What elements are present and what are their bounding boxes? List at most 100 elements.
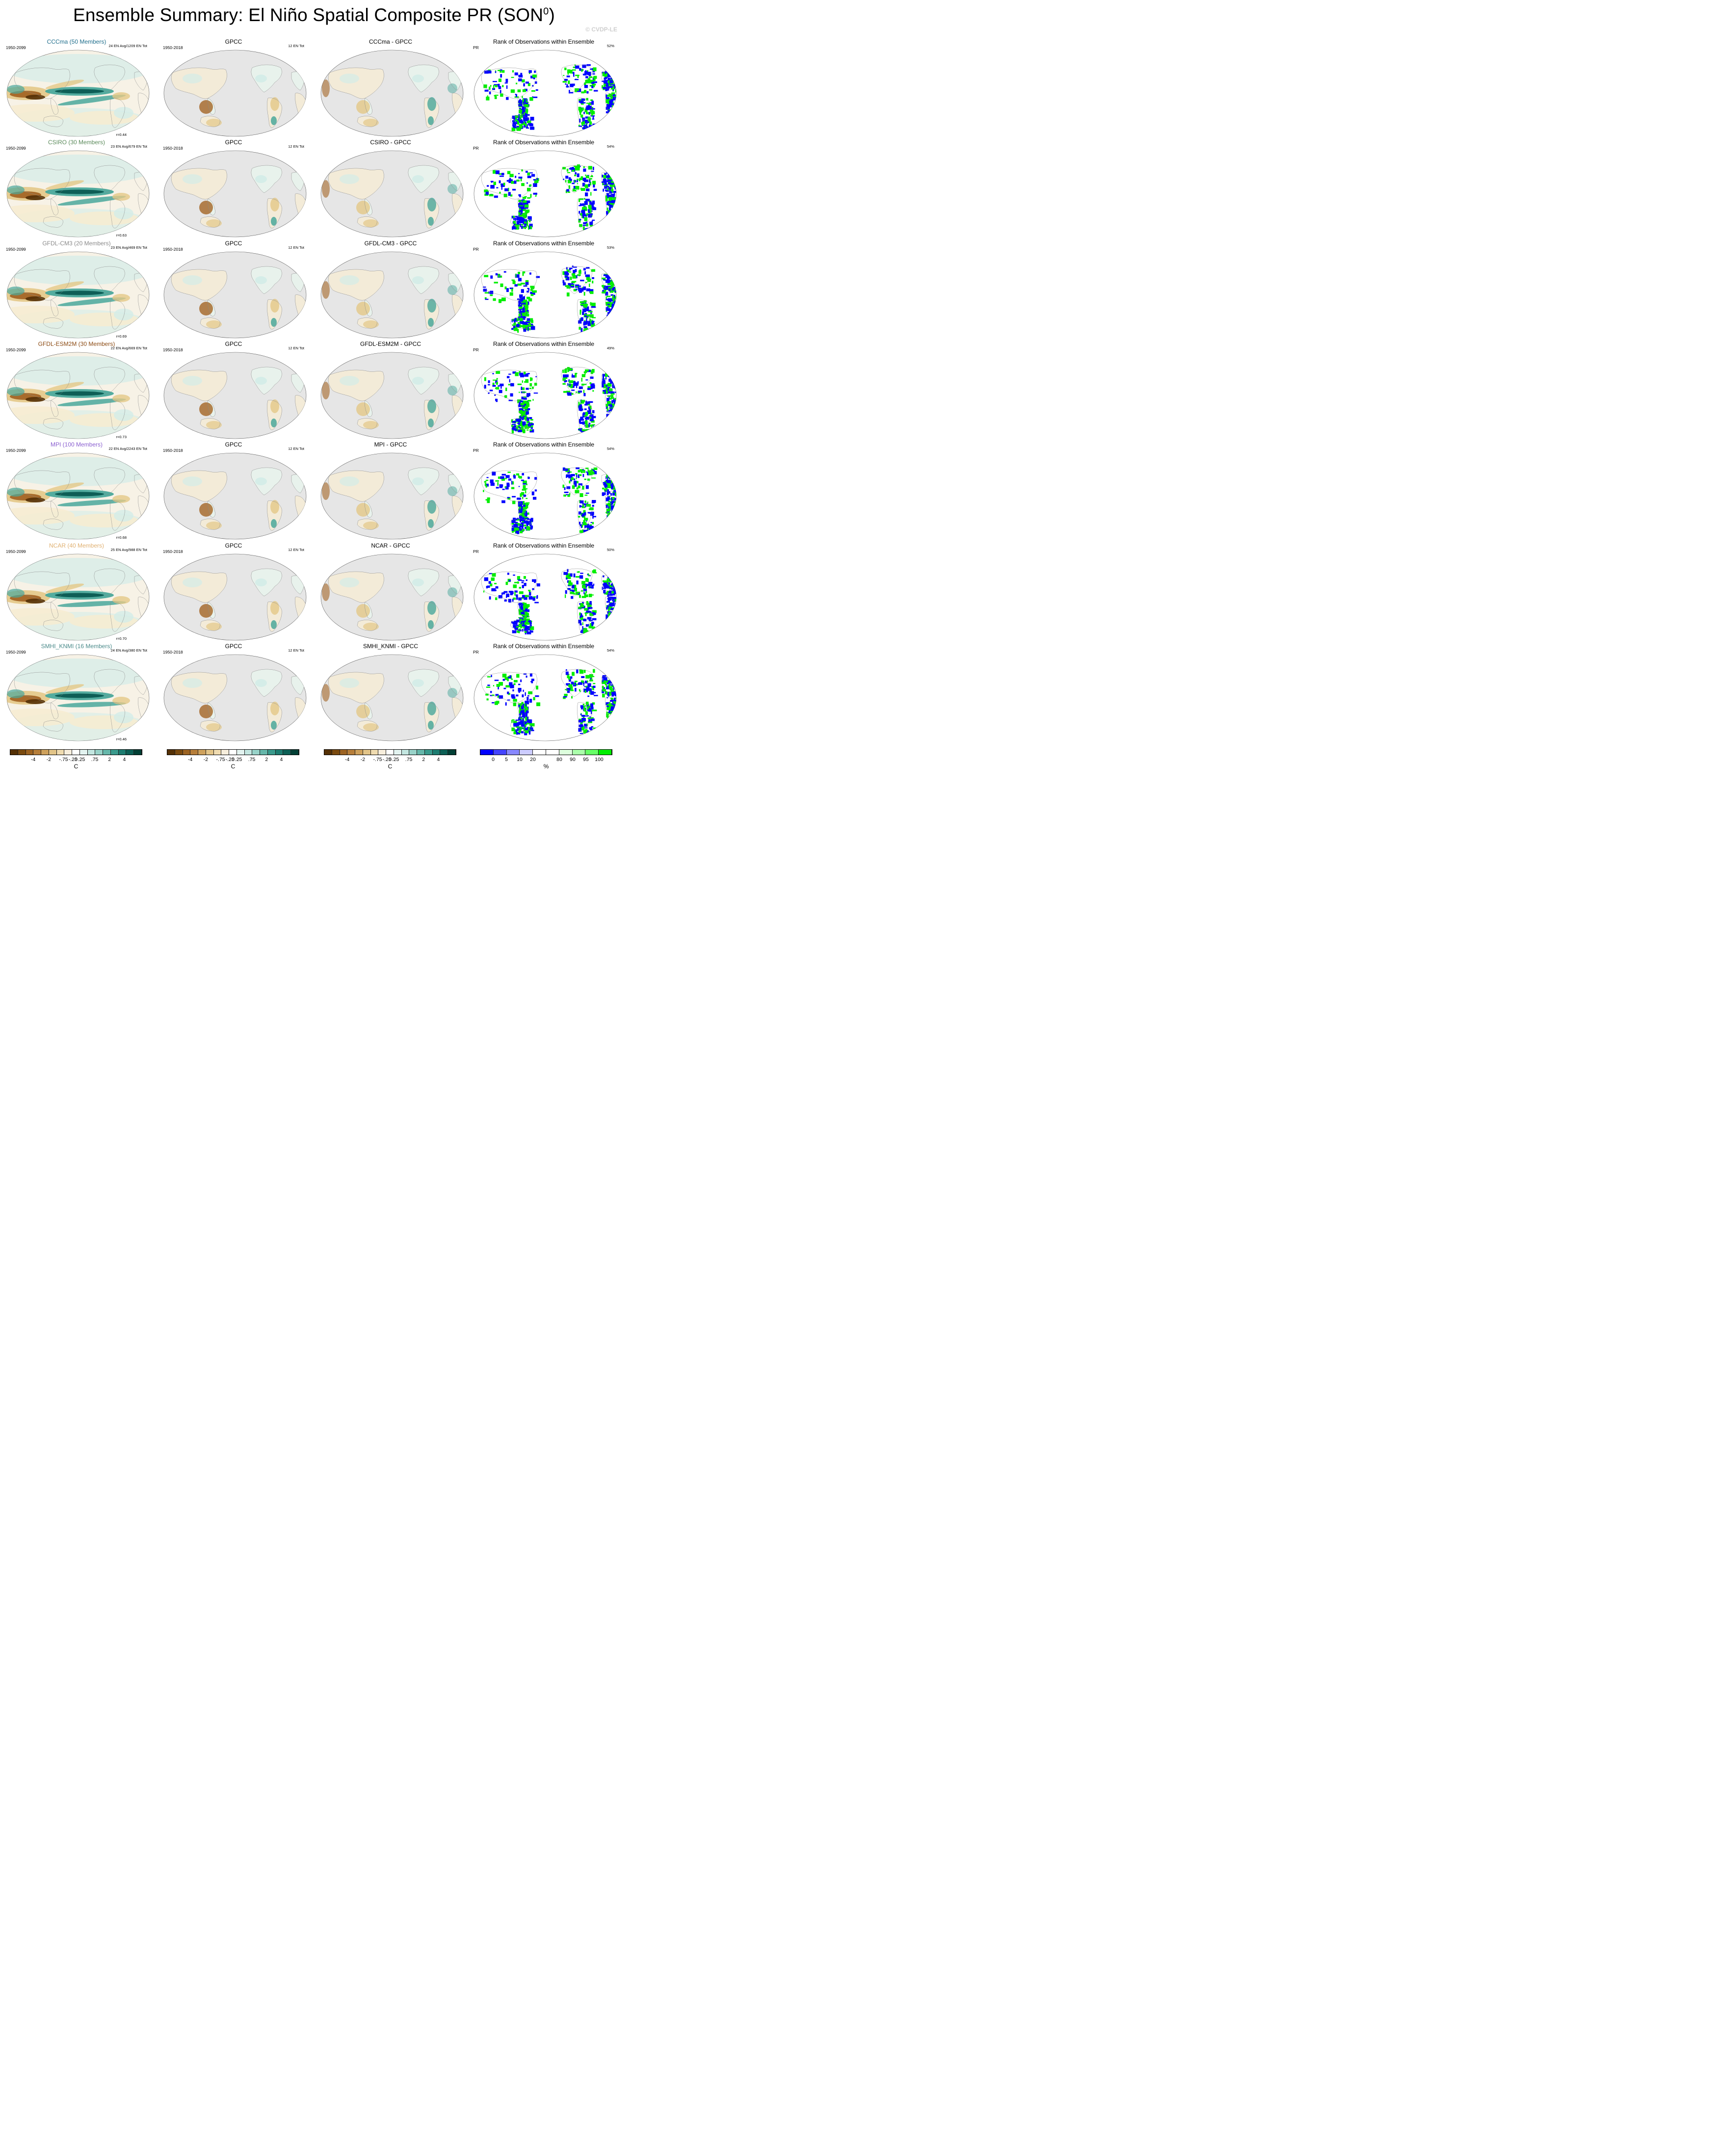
model-period: 1950-2099 bbox=[6, 549, 26, 554]
colorbar-cell bbox=[252, 750, 261, 755]
ensemble-info: 22 EN Avg/669 EN Tot bbox=[110, 345, 147, 350]
model-map bbox=[6, 351, 150, 440]
pattern-correlation: r=0.46 bbox=[116, 736, 127, 741]
obs-period: 1950-2018 bbox=[163, 146, 183, 151]
colorbar-ticks: -4 -2 -.75 -.25 0.25 .75 2 4 bbox=[324, 757, 456, 763]
colorbar-tick-label: -.25 bbox=[382, 757, 392, 762]
model-period: 1950-2099 bbox=[6, 448, 26, 453]
colorbar-tick-label: -2 bbox=[360, 757, 366, 762]
obs-period: 1950-2018 bbox=[163, 549, 183, 554]
colorbar-tick-label: 0 bbox=[232, 757, 235, 762]
obs-map bbox=[163, 553, 307, 641]
obs-info: 12 EN Tot bbox=[288, 44, 304, 48]
colorbar-cell bbox=[79, 750, 88, 755]
colorbar-cells bbox=[10, 749, 142, 755]
model-title: SMHI_KNMI (16 Members) bbox=[41, 642, 112, 650]
colorbar-cell bbox=[424, 750, 433, 755]
model-title: NCAR (40 Members) bbox=[49, 542, 105, 549]
colorbar-tick-label: .25 bbox=[235, 757, 242, 762]
pattern-correlation: r=0.68 bbox=[116, 535, 127, 540]
colorbar-cell bbox=[56, 750, 65, 755]
diff-title: CCCma - GPCC bbox=[368, 38, 412, 45]
colorbar-diff: -4 -2 -.75 -.25 0.25 .75 2 4 C bbox=[324, 749, 456, 770]
diff-panel: NCAR - GPCC bbox=[317, 542, 464, 643]
obs-panel: GPCC 1950-2018 12 EN Tot bbox=[160, 643, 307, 743]
colorbar-cell bbox=[49, 750, 57, 755]
colorbar-cell bbox=[506, 750, 520, 755]
colorbar-cell bbox=[103, 750, 111, 755]
model-map bbox=[6, 452, 150, 540]
diff-panel: GFDL-CM3 - GPCC bbox=[317, 240, 464, 341]
model-panel: CSIRO (30 Members) 1950-2099 23 EN Avg/679… bbox=[3, 139, 150, 239]
model-map bbox=[6, 251, 150, 339]
obs-info: 12 EN Tot bbox=[288, 547, 304, 552]
colorbar-tick-label: 90 bbox=[570, 757, 576, 762]
colorbar-tick-label: -2 bbox=[203, 757, 209, 762]
colorbar-tick-label: -4 bbox=[30, 757, 36, 762]
rank-title: Rank of Observations within Ensemble bbox=[493, 441, 595, 448]
obs-info: 12 EN Tot bbox=[288, 245, 304, 250]
obs-info: 12 EN Tot bbox=[288, 345, 304, 350]
model-panel: SMHI_KNMI (16 Members) 1950-2099 24 EN Avg… bbox=[3, 643, 150, 743]
rank-variable: PR bbox=[473, 246, 479, 252]
rank-map bbox=[473, 251, 617, 339]
copyright-label: © CVDP-LE bbox=[585, 26, 617, 33]
obs-period: 1950-2018 bbox=[163, 649, 183, 655]
model-map bbox=[6, 150, 150, 238]
colorbar-tick-label: 100 bbox=[595, 757, 604, 762]
rank-variable: PR bbox=[473, 45, 479, 50]
colorbar-cell bbox=[440, 750, 448, 755]
obs-map bbox=[163, 351, 307, 440]
colorbar-cell bbox=[520, 750, 533, 755]
colorbar-cell bbox=[332, 750, 340, 755]
rank-title: Rank of Observations within Ensemble bbox=[493, 642, 595, 650]
colorbar-cell bbox=[533, 750, 546, 755]
pattern-correlation: r=0.63 bbox=[116, 233, 127, 238]
colorbar-unit: C bbox=[231, 763, 236, 770]
colorbar-unit: % bbox=[543, 763, 549, 770]
obs-title: GPCC bbox=[225, 239, 242, 247]
colorbar-cell bbox=[244, 750, 253, 755]
model-panel: CCCma (50 Members) 1950-2099 24 EN Avg/120… bbox=[3, 38, 150, 139]
colorbar-cell bbox=[213, 750, 222, 755]
colorbar-tick-label: 5 bbox=[505, 757, 508, 762]
model-period: 1950-2099 bbox=[6, 146, 26, 151]
colorbar-cell bbox=[355, 750, 363, 755]
colorbar-cell bbox=[480, 750, 494, 755]
diff-panel: CCCma - GPCC bbox=[317, 38, 464, 139]
rank-panel: Rank of Observations within Ensemble PR 49… bbox=[470, 341, 617, 441]
obs-title: GPCC bbox=[225, 642, 242, 650]
rank-percent: 54% bbox=[606, 447, 614, 451]
colorbar-cell bbox=[18, 750, 26, 755]
model-panel: MPI (100 Members) 1950-2099 22 EN Avg/2243… bbox=[3, 441, 150, 542]
ensemble-info: 24 EN Avg/1209 EN Tot bbox=[108, 44, 147, 48]
colorbar-tick-label: 4 bbox=[437, 757, 440, 762]
rank-percent: 52% bbox=[606, 44, 614, 48]
colorbar-model: -4 -2 -.75 -.25 0.25 .75 2 4 C bbox=[10, 749, 142, 770]
pattern-correlation: r=0.70 bbox=[116, 636, 127, 641]
colorbar-cells bbox=[480, 749, 612, 755]
colorbar-cell bbox=[72, 750, 80, 755]
colorbar-tick-label: 10 bbox=[517, 757, 523, 762]
colorbar-cell bbox=[409, 750, 418, 755]
colorbar-cell bbox=[275, 750, 284, 755]
ensemble-info: 25 EN Avg/988 EN Tot bbox=[110, 547, 147, 552]
colorbar-cell bbox=[87, 750, 96, 755]
model-map bbox=[6, 654, 150, 742]
colorbar-cell bbox=[190, 750, 199, 755]
rank-variable: PR bbox=[473, 146, 479, 151]
diff-title: NCAR - GPCC bbox=[371, 542, 410, 549]
rank-percent: 54% bbox=[606, 144, 614, 149]
colorbar-tick-label: .25 bbox=[392, 757, 399, 762]
colorbar-cell bbox=[572, 750, 586, 755]
colorbar-cell bbox=[378, 750, 387, 755]
colorbar-cell bbox=[394, 750, 402, 755]
colorbar-tick-label: 20 bbox=[530, 757, 536, 762]
colorbar-cell bbox=[126, 750, 134, 755]
diff-panel: CSIRO - GPCC bbox=[317, 139, 464, 239]
colorbar-unit: C bbox=[74, 763, 79, 770]
colorbar-tick-label: 4 bbox=[123, 757, 126, 762]
obs-map bbox=[163, 49, 307, 137]
rank-panel: Rank of Observations within Ensemble PR 54… bbox=[470, 643, 617, 743]
diff-title: CSIRO - GPCC bbox=[370, 139, 411, 146]
